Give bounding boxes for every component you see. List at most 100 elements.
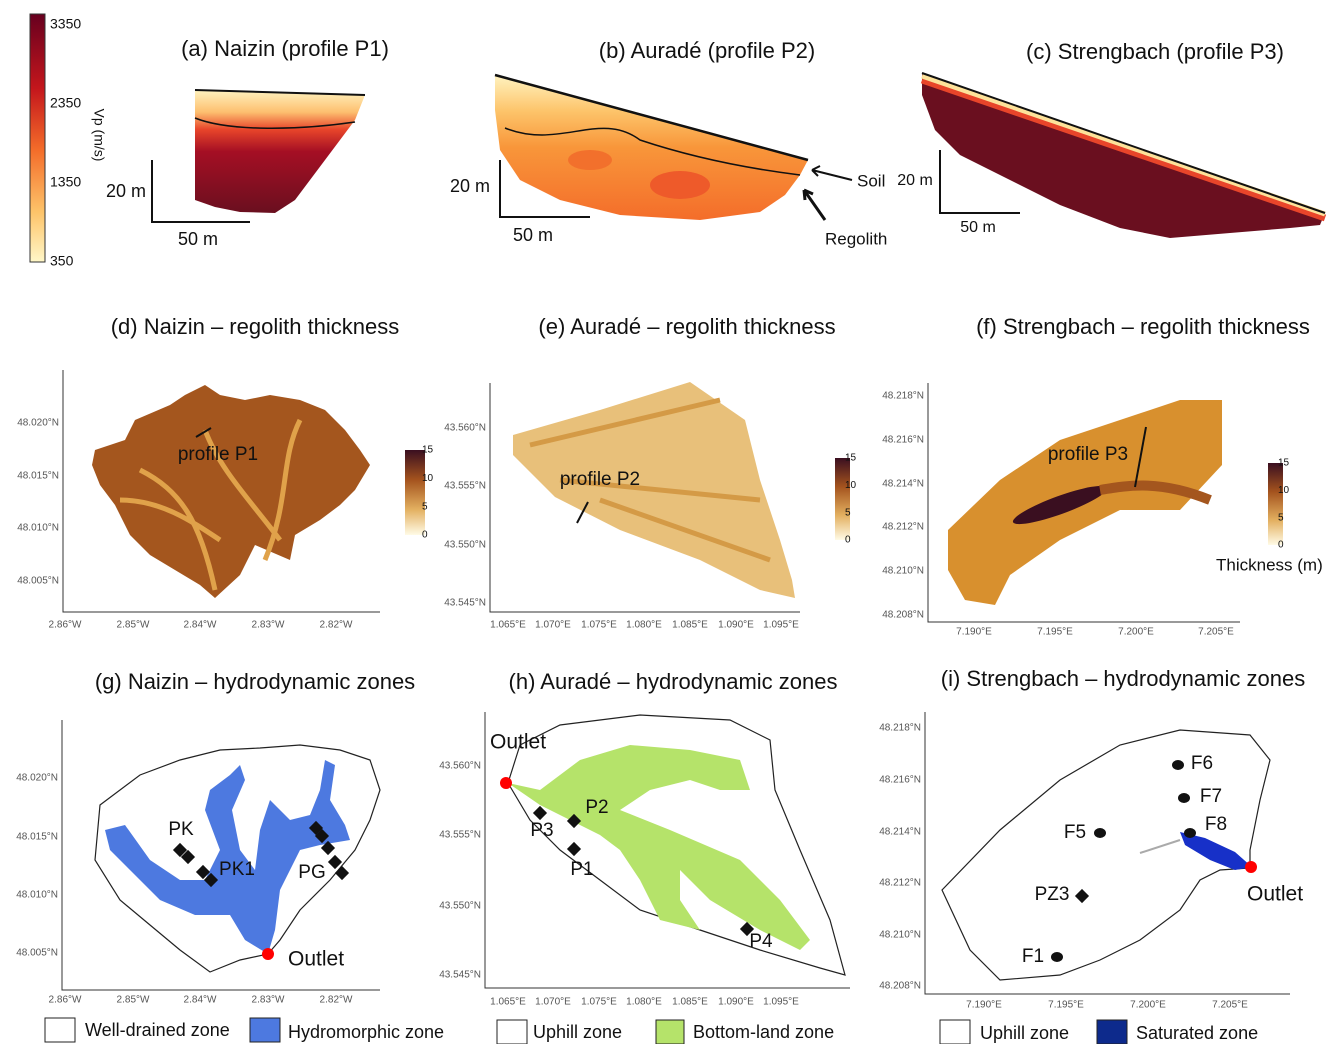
profile-section xyxy=(195,90,365,213)
x-tick-label: 2.82°W xyxy=(320,995,353,1006)
site-label: F6 xyxy=(1191,753,1213,774)
y-tick-label: 43.550°N xyxy=(439,901,481,912)
thickness-colorbar xyxy=(1268,463,1283,545)
y-tick-label: 48.212°N xyxy=(882,522,924,533)
profile-label: profile P1 xyxy=(178,444,258,465)
y-tick-label: 48.010°N xyxy=(17,523,59,534)
x-tick-label: 1.075°E xyxy=(581,620,617,631)
legend-swatch xyxy=(655,1019,685,1044)
site-marker xyxy=(172,842,188,858)
site-marker xyxy=(566,841,582,857)
surface-line xyxy=(194,89,366,96)
valley-lines xyxy=(119,418,303,591)
x-tick-label: 1.065°E xyxy=(490,620,526,631)
site-label: PG xyxy=(298,862,325,883)
site-marker xyxy=(1074,888,1090,904)
y-tick-label: 43.555°N xyxy=(439,830,481,841)
x-tick-label: 1.090°E xyxy=(718,997,754,1008)
annotation: Regolith xyxy=(825,229,887,248)
legend-label: Saturated zone xyxy=(1136,1023,1258,1043)
y-tick-label: 43.550°N xyxy=(444,540,486,551)
colorbar-tick: 5 xyxy=(1278,512,1284,523)
scale-label: 50 m xyxy=(513,225,553,245)
scale-label: 20 m xyxy=(106,181,146,201)
axis-frame xyxy=(484,712,850,989)
legend-label: Uphill zone xyxy=(980,1023,1069,1043)
site-label: F5 xyxy=(1064,822,1086,843)
x-tick-label: 7.200°E xyxy=(1118,627,1154,638)
x-tick-label: 7.190°E xyxy=(966,1000,1002,1011)
x-tick-label: 2.82°W xyxy=(320,620,353,631)
site-label: P1 xyxy=(570,859,593,880)
site-label: PK1 xyxy=(219,859,255,880)
y-tick-label: 43.545°N xyxy=(439,970,481,981)
y-tick-label: 48.218°N xyxy=(879,723,921,734)
panel-title: (h) Auradé – hydrodynamic zones xyxy=(509,669,838,694)
x-tick-label: 1.095°E xyxy=(763,997,799,1008)
x-tick-label: 1.070°E xyxy=(535,620,571,631)
outlet-label: Outlet xyxy=(1247,883,1303,906)
x-tick-label: 2.86°W xyxy=(49,995,82,1006)
colorbar-tick: 0 xyxy=(1278,540,1284,551)
colorbar-tick: 10 xyxy=(845,480,857,491)
hydromorphic-zone xyxy=(105,760,350,954)
x-tick-label: 7.195°E xyxy=(1037,627,1073,638)
x-tick-label: 1.085°E xyxy=(672,997,708,1008)
y-tick-label: 48.020°N xyxy=(17,418,59,429)
scale-bar xyxy=(939,150,1020,214)
profile-line xyxy=(195,427,212,438)
colorbar-tick: 5 xyxy=(845,507,851,518)
scale-label: 20 m xyxy=(450,176,490,196)
scale-bar xyxy=(151,160,250,223)
y-tick-label: 48.005°N xyxy=(16,948,58,959)
panel-title: (b) Auradé (profile P2) xyxy=(599,38,815,63)
panel-title: (i) Strengbach – hydrodynamic zones xyxy=(941,666,1305,691)
site-marker xyxy=(1172,760,1184,770)
panel-title: (e) Auradé – regolith thickness xyxy=(538,314,835,339)
x-tick-label: 7.205°E xyxy=(1212,1000,1248,1011)
panel-title: (a) Naizin (profile P1) xyxy=(181,36,389,61)
legend-swatch xyxy=(1096,1019,1128,1044)
profile-label: profile P3 xyxy=(1048,444,1128,465)
vp-label: Vp (m/s) xyxy=(91,109,107,162)
colorbar-tick: 10 xyxy=(422,473,434,484)
y-tick-label: 43.555°N xyxy=(444,481,486,492)
profile-line xyxy=(1134,426,1147,488)
y-tick-label: 43.545°N xyxy=(444,598,486,609)
x-tick-label: 1.095°E xyxy=(763,620,799,631)
x-tick-label: 7.200°E xyxy=(1130,1000,1166,1011)
site-marker xyxy=(334,865,350,881)
vp-tick: 2350 xyxy=(50,95,81,111)
site-label: P4 xyxy=(749,931,773,952)
site-label: F8 xyxy=(1205,814,1227,835)
y-tick-label: 48.210°N xyxy=(882,566,924,577)
surface-line xyxy=(494,73,809,162)
y-tick-label: 43.560°N xyxy=(444,423,486,434)
vp-tick: 1350 xyxy=(50,174,81,190)
colorbar-tick: 15 xyxy=(422,445,434,456)
scale-label: 20 m xyxy=(897,172,933,189)
x-tick-label: 2.86°W xyxy=(49,620,82,631)
site-marker xyxy=(180,849,196,865)
bottom-land-zone xyxy=(508,745,810,950)
panel-title: (f) Strengbach – regolith thickness xyxy=(976,314,1310,339)
x-tick-label: 1.080°E xyxy=(626,997,662,1008)
x-tick-label: 1.065°E xyxy=(490,997,526,1008)
scale-label: 50 m xyxy=(960,219,996,236)
x-tick-label: 2.85°W xyxy=(117,995,150,1006)
panel-title: (c) Strengbach (profile P3) xyxy=(1026,39,1284,64)
regolith-band xyxy=(920,76,1327,222)
x-tick-label: 7.195°E xyxy=(1048,1000,1084,1011)
y-tick-label: 48.216°N xyxy=(882,435,924,446)
axis-frame xyxy=(927,383,1240,623)
colorbar-tick: 5 xyxy=(422,501,428,512)
profile-label: profile P2 xyxy=(560,469,640,490)
legend-label: Uphill zone xyxy=(533,1022,622,1042)
site-marker xyxy=(203,872,219,888)
arrow xyxy=(811,165,853,181)
panel-title: (d) Naizin – regolith thickness xyxy=(111,314,400,339)
regolith-line xyxy=(194,117,356,130)
legend-swatch xyxy=(44,1017,76,1043)
site-marker xyxy=(320,840,336,856)
site-marker xyxy=(1094,828,1106,838)
